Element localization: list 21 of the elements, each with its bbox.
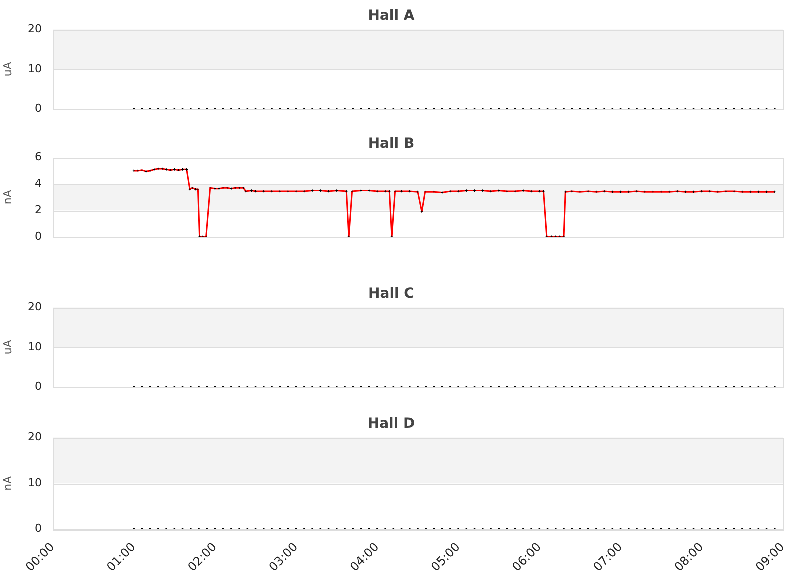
y-tick-label: 10	[28, 340, 42, 354]
chart-title: Hall D	[368, 416, 416, 432]
chart-title: Hall A	[368, 8, 415, 24]
y-tick-label: 20	[28, 430, 42, 444]
y-tick-label: 0	[35, 102, 42, 115]
y-tick-label: 0	[35, 380, 42, 393]
y-axis-title: uA	[1, 62, 14, 77]
y-tick-label: 10	[28, 476, 42, 490]
y-axis-title: nA	[1, 476, 14, 491]
y-tick-label: 6	[35, 150, 42, 164]
y-tick-label: 2	[35, 203, 42, 216]
y-tick-label: 20	[28, 22, 42, 36]
y-tick-label: 0	[35, 522, 42, 536]
y-tick-label: 20	[28, 300, 42, 314]
y-tick-label: 10	[28, 62, 42, 76]
y-tick-label: 4	[35, 177, 42, 190]
y-axis-title: nA	[1, 190, 14, 205]
chart-title: Hall C	[368, 286, 414, 302]
chart-title: Hall B	[368, 136, 415, 152]
y-tick-label: 0	[35, 230, 42, 243]
y-axis-title: uA	[1, 340, 14, 355]
